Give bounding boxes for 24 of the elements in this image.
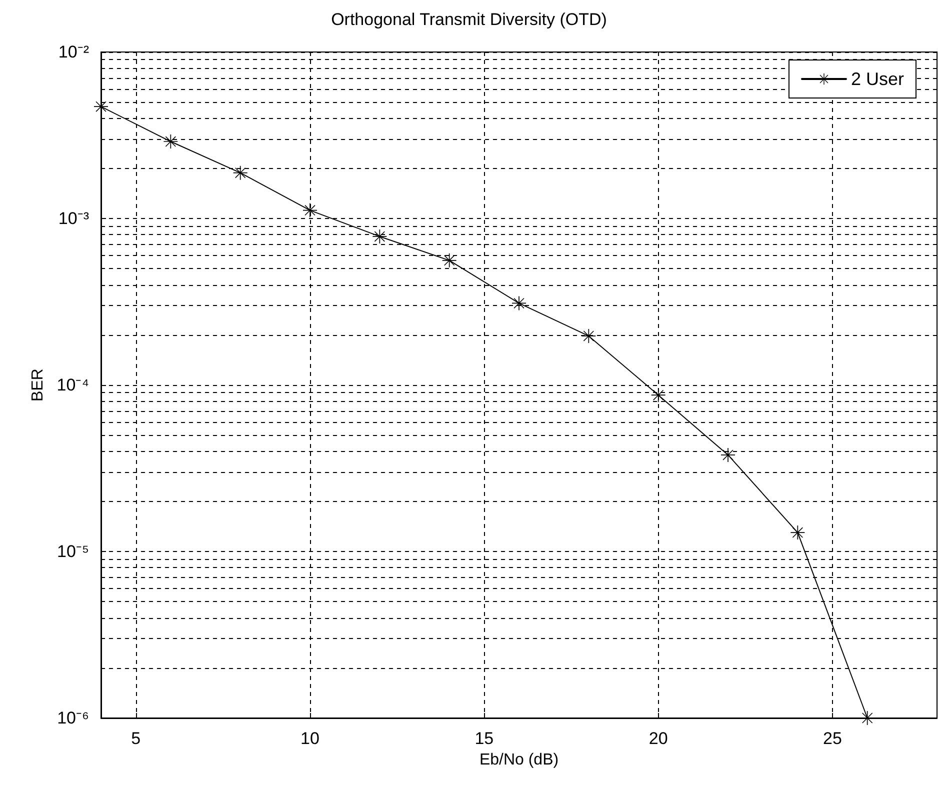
point bbox=[233, 166, 248, 180]
point bbox=[790, 526, 805, 540]
x-axis-title: Eb/No (dB) bbox=[479, 752, 559, 768]
x-tick-label: 5 bbox=[131, 729, 141, 748]
legend-label: 2 User bbox=[850, 69, 904, 89]
y-tick-label: 10⁻⁶ bbox=[57, 708, 89, 728]
point bbox=[372, 229, 387, 244]
y-tick-label: 10⁻² bbox=[58, 42, 90, 62]
point bbox=[582, 328, 596, 343]
point bbox=[651, 388, 666, 402]
point bbox=[860, 711, 874, 725]
point bbox=[442, 253, 456, 268]
y-tick-label: 10⁻⁵ bbox=[57, 542, 89, 561]
x-tick-label: 25 bbox=[823, 729, 842, 748]
point bbox=[94, 100, 108, 114]
y-tick-label: 10⁻⁴ bbox=[56, 376, 89, 394]
x-tick-label: 20 bbox=[648, 729, 668, 748]
x-tick-label: 15 bbox=[474, 729, 494, 748]
point bbox=[721, 448, 735, 462]
y-axis-title: BER bbox=[29, 368, 46, 402]
x-tick-label: 10 bbox=[300, 729, 320, 748]
chart-title: Orthogonal Transmit Diversity (OTD) bbox=[331, 10, 607, 29]
y-tick-label: 10⁻³ bbox=[58, 209, 90, 228]
point bbox=[164, 134, 178, 149]
